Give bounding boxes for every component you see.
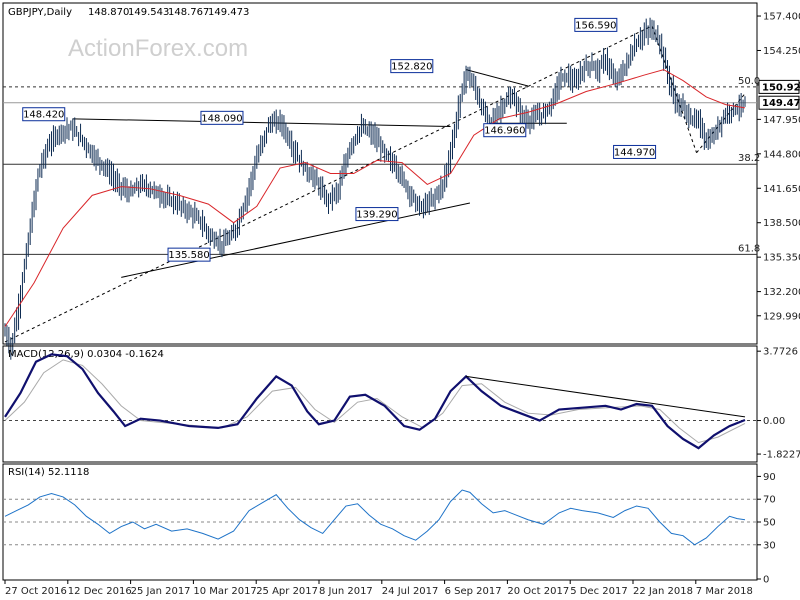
macd-panel-border bbox=[2, 345, 758, 463]
price-tick-label: 147.950 bbox=[763, 115, 800, 126]
trendline-2 bbox=[465, 69, 529, 87]
price-badge-label-0: 150.920 bbox=[762, 82, 800, 93]
annotation-box-5 bbox=[483, 123, 527, 138]
ohlc-close: 149.473 bbox=[208, 7, 249, 18]
x-tick-label: 25 Apr 2017 bbox=[256, 586, 318, 597]
fib-label-0: 50.0 bbox=[738, 76, 760, 87]
macd-panel: MACD(12,26,9) 0.0304 -0.1624 3.7726 0.00 -… bbox=[2, 345, 800, 463]
annotation-box-0 bbox=[22, 107, 66, 122]
trendline-0 bbox=[72, 118, 451, 127]
rsi-tick-label: 30 bbox=[763, 540, 776, 551]
rsi-y-axis: 90 70 50 30 0 bbox=[757, 472, 776, 586]
annotation-label-0: 148.420 bbox=[23, 110, 64, 121]
x-tick-label: 5 Dec 2017 bbox=[570, 586, 628, 597]
macd-tick-label: -1.8227 bbox=[763, 450, 800, 461]
trendline-5 bbox=[651, 25, 698, 153]
macd-tick-label: 3.7726 bbox=[763, 347, 798, 358]
price-horizontal-lines: 50.0 38.2 61.8 bbox=[3, 76, 760, 255]
watermark: ActionForex.com bbox=[68, 35, 248, 62]
x-tick-label: 20 Oct 2017 bbox=[507, 586, 569, 597]
annotation-label-1: 148.090 bbox=[201, 113, 242, 124]
annotation-label-7: 144.970 bbox=[614, 147, 655, 158]
x-tick-label: 24 Jul 2017 bbox=[382, 586, 439, 597]
price-tick-label: 135.350 bbox=[763, 253, 800, 264]
annotation-label-3: 152.820 bbox=[391, 62, 432, 73]
x-tick-label: 22 Jan 2018 bbox=[633, 586, 693, 597]
macd-y-axis: 3.7726 0.00 -1.8227 bbox=[757, 347, 800, 461]
annotation-box-2 bbox=[167, 247, 211, 262]
annotation-box-1 bbox=[200, 110, 244, 125]
macd-tick-label: 0.00 bbox=[763, 416, 785, 427]
price-badges: 150.920 149.473 bbox=[758, 79, 800, 110]
price-tick-label: 154.250 bbox=[763, 46, 800, 57]
price-badge-box-1 bbox=[758, 95, 800, 110]
rsi-tick-label: 70 bbox=[763, 495, 776, 506]
price-tick-label: 138.500 bbox=[763, 218, 800, 229]
annotation-label-6: 156.590 bbox=[575, 20, 616, 31]
x-tick-label: 8 Jun 2017 bbox=[319, 586, 373, 597]
rsi-line bbox=[4, 489, 746, 546]
price-title: GBPJPY,Daily bbox=[8, 7, 72, 18]
rsi-tick-label: 50 bbox=[763, 518, 776, 529]
trendline-4 bbox=[4, 25, 653, 343]
price-panel: GBPJPY,Daily 148.870 149.543 148.767 149… bbox=[2, 2, 800, 360]
moving-average-line bbox=[4, 69, 746, 327]
price-tick-label: 132.200 bbox=[763, 287, 800, 298]
x-tick-label: 10 Mar 2017 bbox=[193, 586, 256, 597]
price-tick-label: 144.800 bbox=[763, 149, 800, 160]
ohlc-open: 148.870 bbox=[88, 7, 129, 18]
macd-line bbox=[4, 353, 746, 450]
price-badge-box-0 bbox=[758, 79, 800, 94]
x-tick-label: 12 Dec 2016 bbox=[68, 586, 132, 597]
price-badge-label-1: 149.473 bbox=[762, 98, 800, 109]
rsi-title: RSI(14) 52.1118 bbox=[8, 467, 89, 478]
rsi-tick-label: 0 bbox=[763, 575, 769, 586]
x-tick-label: 25 Jan 2017 bbox=[131, 586, 191, 597]
rsi-panel: RSI(14) 52.1118 90 70 50 30 0 bbox=[2, 463, 776, 586]
price-annotations: 148.420 148.090 135.580 152.820 139.290 146.9… bbox=[22, 17, 657, 262]
price-bars bbox=[4, 17, 746, 360]
x-tick-label: 6 Sep 2017 bbox=[445, 586, 502, 597]
fib-label-2: 61.8 bbox=[738, 243, 760, 254]
fib-label-1: 38.2 bbox=[738, 153, 760, 164]
ohlc-low: 148.767 bbox=[168, 7, 209, 18]
macd-trendline bbox=[465, 375, 746, 418]
trendline-1 bbox=[121, 202, 471, 278]
annotation-label-4: 139.290 bbox=[356, 210, 397, 221]
annotation-box-6 bbox=[574, 17, 618, 32]
price-tick-label: 141.650 bbox=[763, 184, 800, 195]
annotation-label-5: 146.960 bbox=[484, 126, 525, 137]
x-tick-label: 27 Oct 2016 bbox=[5, 586, 67, 597]
macd-title: MACD(12,26,9) 0.0304 -0.1624 bbox=[8, 349, 164, 360]
annotation-box-7 bbox=[613, 144, 657, 159]
price-tick-label: 129.990 bbox=[763, 311, 800, 322]
annotation-box-4 bbox=[355, 207, 399, 222]
x-tick-label: 7 Mar 2018 bbox=[696, 586, 753, 597]
annotation-label-2: 135.580 bbox=[168, 250, 209, 261]
price-panel-border bbox=[2, 2, 758, 345]
ohlc-high: 149.543 bbox=[128, 7, 169, 18]
rsi-tick-label: 90 bbox=[763, 472, 776, 483]
annotation-box-3 bbox=[390, 59, 434, 74]
price-tick-label: 157.400 bbox=[763, 12, 800, 23]
